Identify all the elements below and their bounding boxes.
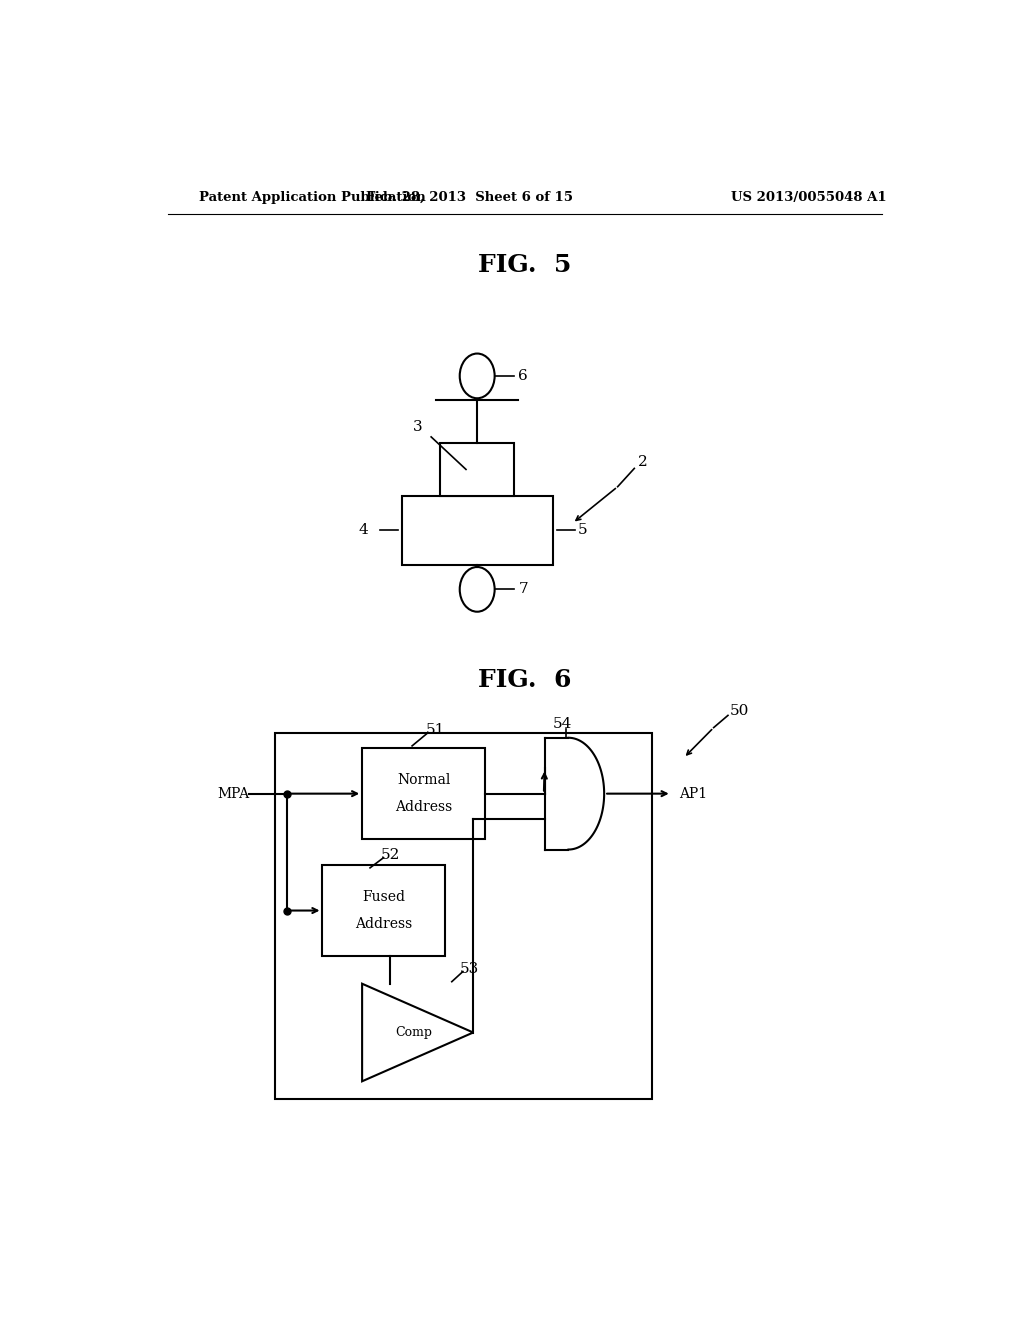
Text: 7: 7 — [518, 582, 528, 597]
Text: FIG.  6: FIG. 6 — [478, 668, 571, 692]
Text: Feb. 28, 2013  Sheet 6 of 15: Feb. 28, 2013 Sheet 6 of 15 — [366, 190, 572, 203]
Bar — [323, 865, 445, 956]
Text: 3: 3 — [413, 420, 423, 434]
Bar — [440, 444, 514, 496]
Text: 5: 5 — [578, 524, 588, 537]
Text: Fused: Fused — [362, 890, 406, 904]
Text: FIG.  5: FIG. 5 — [478, 253, 571, 277]
Text: 53: 53 — [460, 962, 479, 977]
Text: Patent Application Publication: Patent Application Publication — [200, 190, 426, 203]
Bar — [362, 748, 485, 840]
Text: 54: 54 — [553, 717, 572, 730]
Text: 52: 52 — [380, 847, 399, 862]
Text: 50: 50 — [729, 705, 749, 718]
Text: 4: 4 — [358, 524, 369, 537]
Text: Normal: Normal — [397, 774, 451, 788]
Text: MPA: MPA — [217, 787, 249, 801]
Text: 2: 2 — [638, 455, 648, 470]
Text: US 2013/0055048 A1: US 2013/0055048 A1 — [731, 190, 887, 203]
Bar — [401, 496, 553, 565]
Bar — [274, 733, 651, 1098]
Text: 51: 51 — [426, 722, 445, 737]
Text: Address: Address — [395, 800, 453, 814]
Text: Comp: Comp — [395, 1026, 432, 1039]
Text: AP1: AP1 — [680, 787, 708, 801]
Text: 6: 6 — [518, 368, 528, 383]
Text: Address: Address — [355, 917, 413, 931]
